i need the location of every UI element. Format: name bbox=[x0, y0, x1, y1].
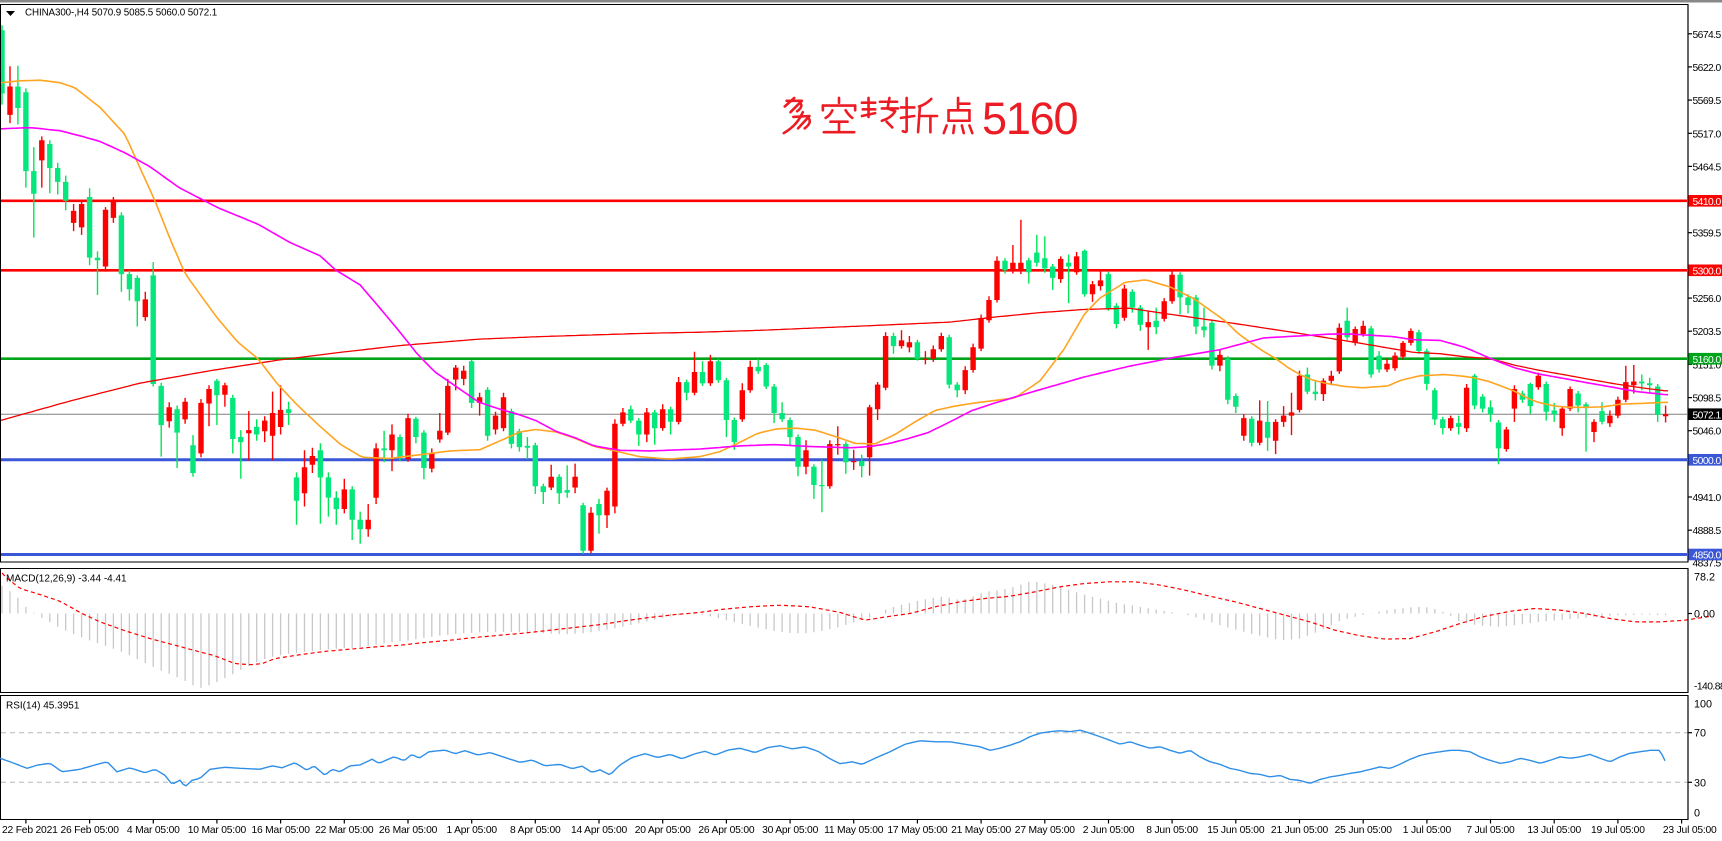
svg-text:5674.5: 5674.5 bbox=[1693, 30, 1722, 41]
svg-text:78.2: 78.2 bbox=[1694, 572, 1715, 584]
svg-text:4 Mar 05:00: 4 Mar 05:00 bbox=[127, 825, 180, 836]
svg-text:4941.0: 4941.0 bbox=[1693, 493, 1722, 504]
svg-text:27 May 05:00: 27 May 05:00 bbox=[1015, 825, 1075, 836]
svg-text:5151.0: 5151.0 bbox=[1693, 360, 1722, 371]
svg-text:21 May 05:00: 21 May 05:00 bbox=[951, 825, 1011, 836]
svg-text:22 Mar 05:00: 22 Mar 05:00 bbox=[315, 825, 374, 836]
svg-text:21 Jun 05:00: 21 Jun 05:00 bbox=[1271, 825, 1329, 836]
svg-text:5517.0: 5517.0 bbox=[1693, 129, 1722, 140]
svg-text:5072.1: 5072.1 bbox=[1693, 410, 1722, 421]
svg-text:4888.5: 4888.5 bbox=[1693, 526, 1722, 537]
svg-text:7 Jul 05:00: 7 Jul 05:00 bbox=[1466, 825, 1515, 836]
svg-text:14 Apr 05:00: 14 Apr 05:00 bbox=[571, 825, 627, 836]
svg-text:5256.0: 5256.0 bbox=[1693, 294, 1722, 305]
svg-text:CHINA300-,H4 5070.9 5085.5 50: CHINA300-,H4 5070.9 5085.5 5060.0 5072.1 bbox=[25, 8, 217, 19]
svg-text:MACD(12,26,9) -3.44 -4.41: MACD(12,26,9) -3.44 -4.41 bbox=[6, 574, 127, 585]
svg-text:-140.88: -140.88 bbox=[1694, 682, 1722, 693]
svg-text:5046.0: 5046.0 bbox=[1693, 427, 1722, 438]
svg-text:5098.5: 5098.5 bbox=[1693, 394, 1722, 405]
svg-text:1 Jul 05:00: 1 Jul 05:00 bbox=[1403, 825, 1452, 836]
svg-text:20 Apr 05:00: 20 Apr 05:00 bbox=[635, 825, 691, 836]
svg-text:5359.5: 5359.5 bbox=[1693, 229, 1722, 240]
svg-text:RSI(14) 45.3951: RSI(14) 45.3951 bbox=[6, 701, 80, 712]
svg-text:13 Jul 05:00: 13 Jul 05:00 bbox=[1527, 825, 1581, 836]
svg-text:23 Jul 05:00: 23 Jul 05:00 bbox=[1663, 825, 1717, 836]
svg-text:1 Apr 05:00: 1 Apr 05:00 bbox=[446, 825, 497, 836]
svg-text:30 Apr 05:00: 30 Apr 05:00 bbox=[762, 825, 818, 836]
svg-text:5000.0: 5000.0 bbox=[1693, 456, 1722, 467]
svg-text:15 Jun 05:00: 15 Jun 05:00 bbox=[1207, 825, 1265, 836]
svg-text:0: 0 bbox=[1694, 808, 1700, 820]
svg-text:17 May 05:00: 17 May 05:00 bbox=[887, 825, 947, 836]
svg-text:2 Jun 05:00: 2 Jun 05:00 bbox=[1083, 825, 1135, 836]
svg-text:16 Mar 05:00: 16 Mar 05:00 bbox=[251, 825, 310, 836]
svg-text:26 Apr 05:00: 26 Apr 05:00 bbox=[698, 825, 754, 836]
svg-text:70: 70 bbox=[1694, 728, 1706, 740]
svg-text:25 Jun 05:00: 25 Jun 05:00 bbox=[1335, 825, 1393, 836]
svg-text:8 Jun 05:00: 8 Jun 05:00 bbox=[1146, 825, 1198, 836]
svg-text:26 Mar 05:00: 26 Mar 05:00 bbox=[379, 825, 438, 836]
svg-text:5622.0: 5622.0 bbox=[1693, 63, 1722, 74]
svg-text:5410.0: 5410.0 bbox=[1693, 197, 1722, 208]
svg-text:30: 30 bbox=[1694, 777, 1706, 789]
svg-text:5203.5: 5203.5 bbox=[1693, 327, 1722, 338]
svg-text:22 Feb 2021: 22 Feb 2021 bbox=[2, 825, 58, 836]
svg-text:5300.0: 5300.0 bbox=[1693, 267, 1722, 278]
svg-text:4850.0: 4850.0 bbox=[1693, 551, 1722, 562]
svg-text:5160: 5160 bbox=[982, 93, 1077, 144]
svg-text:4837.5: 4837.5 bbox=[1693, 559, 1722, 570]
svg-text:26 Feb 05:00: 26 Feb 05:00 bbox=[60, 825, 119, 836]
svg-text:100: 100 bbox=[1694, 699, 1712, 711]
svg-text:10 Mar 05:00: 10 Mar 05:00 bbox=[188, 825, 247, 836]
svg-text:5569.5: 5569.5 bbox=[1693, 96, 1722, 107]
svg-text:0.00: 0.00 bbox=[1694, 609, 1715, 621]
svg-text:8 Apr 05:00: 8 Apr 05:00 bbox=[510, 825, 561, 836]
svg-text:19 Jul 05:00: 19 Jul 05:00 bbox=[1591, 825, 1645, 836]
svg-text:5464.5: 5464.5 bbox=[1693, 162, 1722, 173]
svg-text:5160.0: 5160.0 bbox=[1693, 355, 1722, 366]
svg-text:11 May 05:00: 11 May 05:00 bbox=[824, 825, 884, 836]
